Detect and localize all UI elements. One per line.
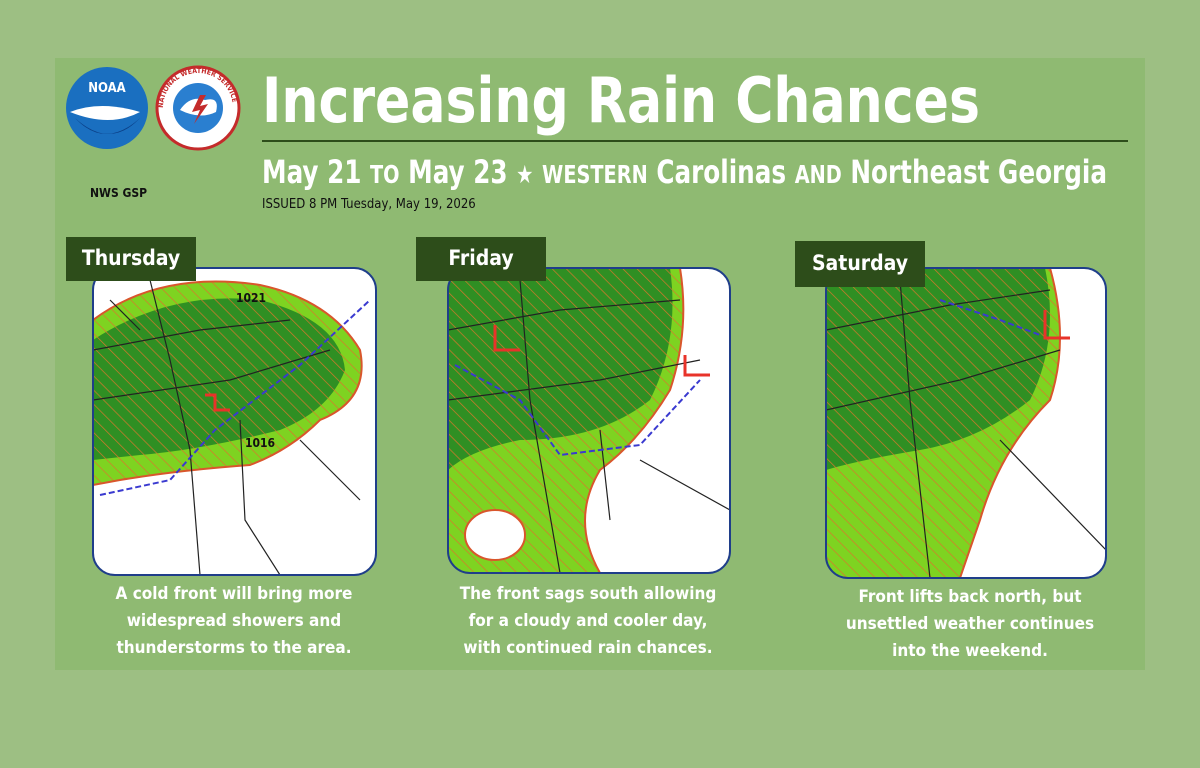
caption-line: The front sags south allowing: [460, 584, 717, 604]
issued: ISSUED 8 PM Tuesday, May 19, 2026: [262, 197, 476, 212]
pressure-label: 1021: [236, 291, 266, 305]
caption-line: into the weekend.: [892, 641, 1048, 661]
subtitle-part: ★: [516, 160, 533, 189]
caption-line: for a cloudy and cooler day,: [469, 611, 708, 631]
map-friday: [448, 268, 730, 573]
subtitle-part: Northeast Georgia: [850, 153, 1107, 191]
captions: A cold front will bring more widespread s…: [116, 584, 1095, 661]
pressure-label: 1016: [245, 436, 275, 450]
map-saturday: [826, 268, 1106, 578]
subtitle: May 21 to May 23 ★ Western Carolinas and…: [262, 153, 1107, 191]
title: Increasing Rain Chances: [262, 64, 980, 137]
day-tab: [416, 237, 546, 281]
caption-line: unsettled weather continues: [846, 614, 1094, 634]
subtitle-part: to: [370, 160, 400, 189]
subtitle-part: May 21: [262, 153, 361, 191]
noaa-logo: NOAA: [66, 67, 148, 149]
day-label: Friday: [448, 246, 513, 270]
map-frame: [92, 267, 377, 576]
caption-line: with continued rain chances.: [463, 638, 712, 658]
caption-line: Front lifts back north, but: [858, 587, 1081, 607]
subtitle-part: and: [795, 160, 842, 189]
day-label: Thursday: [82, 246, 180, 270]
day-tab: [795, 241, 925, 287]
day-label: Saturday: [812, 251, 908, 275]
office: NWS GSP: [90, 186, 147, 200]
map-thursday: 1021 1016: [93, 268, 376, 575]
map-frame: [825, 267, 1107, 579]
subtitle-part: May 23: [408, 153, 507, 191]
nws-logo: NATIONAL WEATHER SERVICE: [155, 65, 241, 151]
caption-line: widespread showers and: [127, 611, 341, 631]
day-tab: [66, 237, 196, 281]
caption-line: A cold front will bring more: [116, 584, 353, 604]
caption-line: thunderstorms to the area.: [116, 638, 351, 658]
map-frame: [447, 267, 731, 574]
noaa-text: NOAA: [88, 81, 125, 96]
subtitle-part: Western: [542, 160, 648, 189]
subtitle-part: Carolinas: [656, 153, 786, 191]
